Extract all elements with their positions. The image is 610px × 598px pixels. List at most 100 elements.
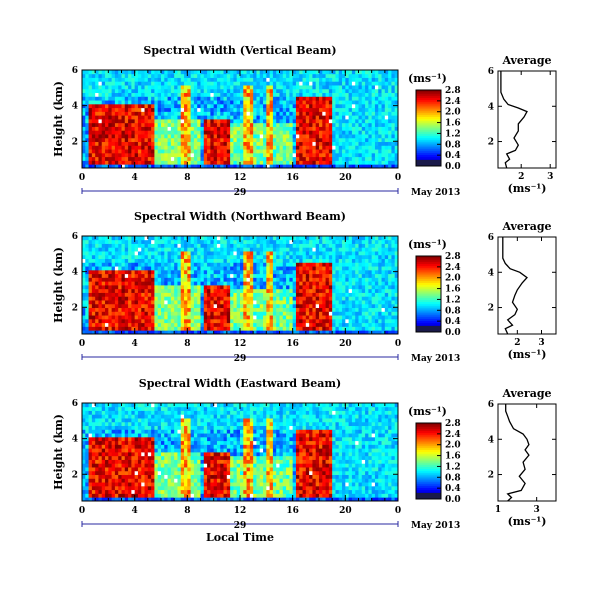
heatmap-cell: [134, 277, 139, 282]
heatmap-cell: [256, 137, 261, 143]
heatmap-cell: [233, 285, 238, 290]
heatmap-cell: [220, 281, 224, 286]
heatmap-cell: [305, 277, 310, 282]
heatmap-cell: [365, 258, 369, 263]
heatmap-cell: [351, 311, 356, 316]
heatmap-cell: [253, 285, 257, 290]
heatmap-cell: [292, 292, 297, 297]
heatmap-cell: [203, 292, 208, 297]
heatmap-cell: [134, 330, 139, 335]
heatmap-cell: [184, 119, 188, 124]
heatmap-cell: [101, 149, 106, 154]
heatmap-cell: [351, 262, 356, 267]
heatmap-cell: [240, 149, 244, 154]
heatmap-cell: [134, 126, 139, 131]
heatmap-cell: [328, 236, 333, 241]
heatmap-cell: [263, 70, 267, 75]
heatmap-cell: [302, 315, 307, 320]
heatmap-cell: [170, 156, 175, 161]
heatmap-cell: [114, 152, 119, 158]
heatmap-cell: [85, 145, 89, 150]
heatmap-cell: [213, 281, 218, 286]
heatmap-cell: [167, 254, 172, 260]
heatmap-cell: [361, 141, 366, 146]
heatmap-cell: [161, 137, 165, 143]
heatmap-cell: [371, 149, 376, 154]
heatmap-cell: [263, 100, 267, 105]
heatmap-cell: [236, 318, 241, 324]
heatmap-cell: [226, 137, 231, 143]
heatmap-cell: [114, 285, 119, 290]
heatmap-cell: [358, 236, 363, 241]
heatmap-cell: [355, 111, 359, 116]
heatmap-cell: [322, 152, 326, 158]
heatmap-cell: [121, 258, 126, 263]
heatmap-cell: [190, 262, 195, 267]
heatmap-cell: [319, 122, 323, 127]
heatmap-cell: [246, 322, 251, 327]
heatmap-cell: [269, 300, 274, 305]
heatmap-cell: [216, 152, 221, 158]
heatmap-cell: [358, 119, 363, 124]
heatmap-cell: [98, 266, 103, 271]
heatmap-cell: [114, 137, 119, 143]
heatmap-cell: [151, 330, 155, 335]
heatmap-cell: [174, 239, 178, 244]
heatmap-cell: [167, 119, 172, 124]
heatmap-cell: [128, 303, 132, 309]
heatmap-cell: [358, 288, 363, 293]
heatmap-cell: [134, 303, 139, 309]
heatmap-cell: [312, 318, 317, 324]
heatmap-cell: [263, 269, 267, 275]
heatmap-cell: [154, 281, 159, 286]
heatmap-cell: [131, 288, 136, 293]
heatmap-cell: [259, 251, 264, 256]
heatmap-cell: [338, 254, 343, 260]
heatmap-cell: [249, 303, 254, 309]
heatmap-cell: [361, 288, 366, 293]
heatmap-cell: [101, 285, 106, 290]
heatmap-cell: [394, 70, 399, 75]
heatmap-cell: [345, 100, 350, 105]
heatmap-cell: [213, 73, 218, 78]
heatmap-cell: [161, 134, 165, 139]
heatmap-cell: [184, 247, 188, 252]
heatmap-cell: [309, 111, 313, 116]
heatmap-cell: [167, 303, 172, 309]
heatmap-cell: [144, 273, 149, 278]
heatmap-cell: [82, 122, 86, 127]
heatmap-cell: [279, 122, 284, 127]
heatmap-cell: [210, 73, 215, 78]
heatmap-cell: [131, 269, 136, 275]
heatmap-cell: [177, 247, 182, 252]
heatmap-cell: [309, 145, 313, 150]
heatmap-cell: [95, 145, 99, 150]
heatmap-cell: [299, 300, 303, 305]
heatmap-cell: [230, 262, 234, 267]
heatmap-cell: [121, 96, 126, 101]
heatmap-cell: [243, 292, 247, 297]
heatmap-cell: [279, 152, 284, 158]
heatmap-cell: [101, 130, 106, 135]
heatmap-cell: [216, 73, 221, 78]
heatmap-cell: [187, 88, 192, 94]
heatmap-cell: [151, 111, 155, 116]
heatmap-cell: [319, 92, 323, 97]
heatmap-cell: [114, 318, 119, 324]
heatmap-cell: [279, 236, 284, 241]
heatmap-cell: [101, 254, 106, 260]
heatmap-cell: [141, 156, 145, 161]
y-tick-label: 2: [72, 137, 78, 147]
heatmap-cell: [358, 152, 363, 158]
heatmap-cell: [210, 81, 215, 86]
heatmap-cell: [276, 273, 280, 278]
heatmap-cell: [216, 126, 221, 131]
heatmap-cell: [259, 92, 264, 97]
heatmap-cell: [121, 149, 126, 154]
heatmap-cell: [167, 134, 172, 139]
heatmap-cell: [95, 141, 99, 146]
heatmap-cell: [259, 122, 264, 127]
heatmap-cell: [351, 145, 356, 150]
heatmap-cell: [253, 315, 257, 320]
